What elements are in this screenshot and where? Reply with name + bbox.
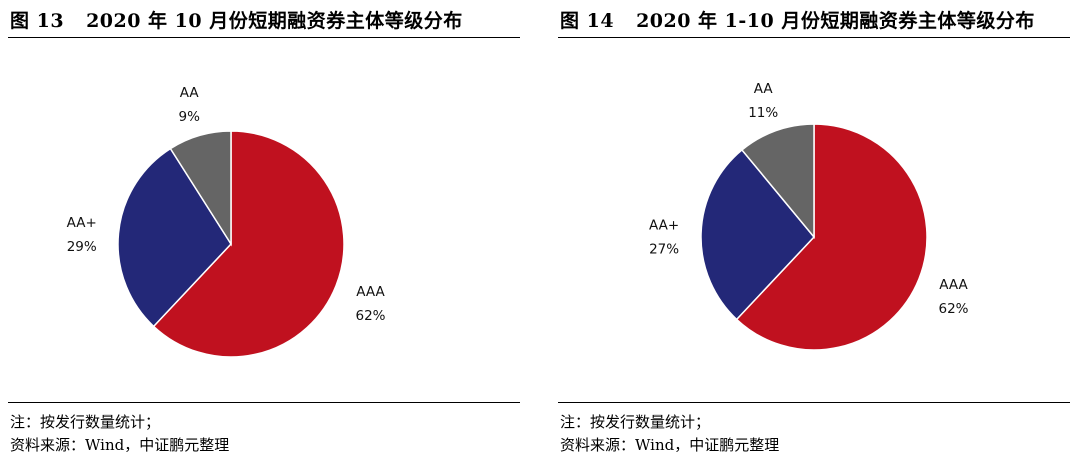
chart-title-text: 2020 年 10 月份短期融资券主体等级分布 <box>86 10 463 32</box>
source-note: 资料来源：Wind，中证鹏元整理 <box>560 436 780 454</box>
slice-value-label: 11% <box>748 105 778 121</box>
chart-panel-right: 图 14 2020 年 1-10 月份短期融资券主体等级分布 AAA 62% AA+ 2… <box>558 0 1070 459</box>
slice-category-label: AA+ <box>649 217 679 233</box>
pie-slice-aaa <box>735 123 928 351</box>
slice-category-label: AAA <box>356 284 385 300</box>
slice-value-label: 9% <box>178 109 200 125</box>
chart-panel-left: 图 13 2020 年 10 月份短期融资券主体等级分布 AAA 62% AA+ 29%… <box>8 0 520 459</box>
pie-chart: AAA 62% AA+ 27% AA 11% <box>649 81 969 351</box>
title-rule <box>8 37 520 38</box>
chart-title: 图 14 2020 年 1-10 月份短期融资券主体等级分布 <box>560 6 1035 33</box>
slice-value-label: 29% <box>67 239 97 255</box>
slice-category-label: AA <box>180 85 200 101</box>
slice-category-label: AAA <box>939 277 968 293</box>
pie-slice-aaa <box>152 130 345 358</box>
slice-value-label: 62% <box>938 301 968 317</box>
slice-label: AAA 62% <box>938 277 968 317</box>
slice-category-label: AA+ <box>67 215 97 231</box>
slice-category-label: AA <box>754 81 774 97</box>
pie-slice-aa-plus <box>700 148 815 321</box>
pie-slice-aa <box>169 130 232 247</box>
figure-number: 图 14 <box>560 10 615 32</box>
footer-rule <box>8 402 520 403</box>
figure-number: 图 13 <box>10 10 65 32</box>
footnote: 注：按发行数量统计； <box>10 413 161 431</box>
source-note: 资料来源：Wind，中证鹏元整理 <box>10 436 230 454</box>
title-rule <box>558 37 1070 38</box>
slice-label: AA+ 27% <box>649 217 679 257</box>
pie-slice-aa <box>740 123 815 240</box>
chart-title-text: 2020 年 1-10 月份短期融资券主体等级分布 <box>636 10 1035 32</box>
chart-title: 图 13 2020 年 10 月份短期融资券主体等级分布 <box>10 6 463 33</box>
slice-label: AAA 62% <box>355 284 385 324</box>
pie-slice-aa-plus <box>117 147 232 328</box>
slice-label: AA 11% <box>748 81 778 121</box>
slice-value-label: 27% <box>649 241 679 257</box>
slice-label: AA 9% <box>178 85 200 125</box>
footer-rule <box>558 402 1070 403</box>
slice-value-label: 62% <box>355 308 385 324</box>
footnote: 注：按发行数量统计； <box>560 413 711 431</box>
pie-chart: AAA 62% AA+ 29% AA 9% <box>67 85 386 358</box>
slice-label: AA+ 29% <box>67 215 97 255</box>
